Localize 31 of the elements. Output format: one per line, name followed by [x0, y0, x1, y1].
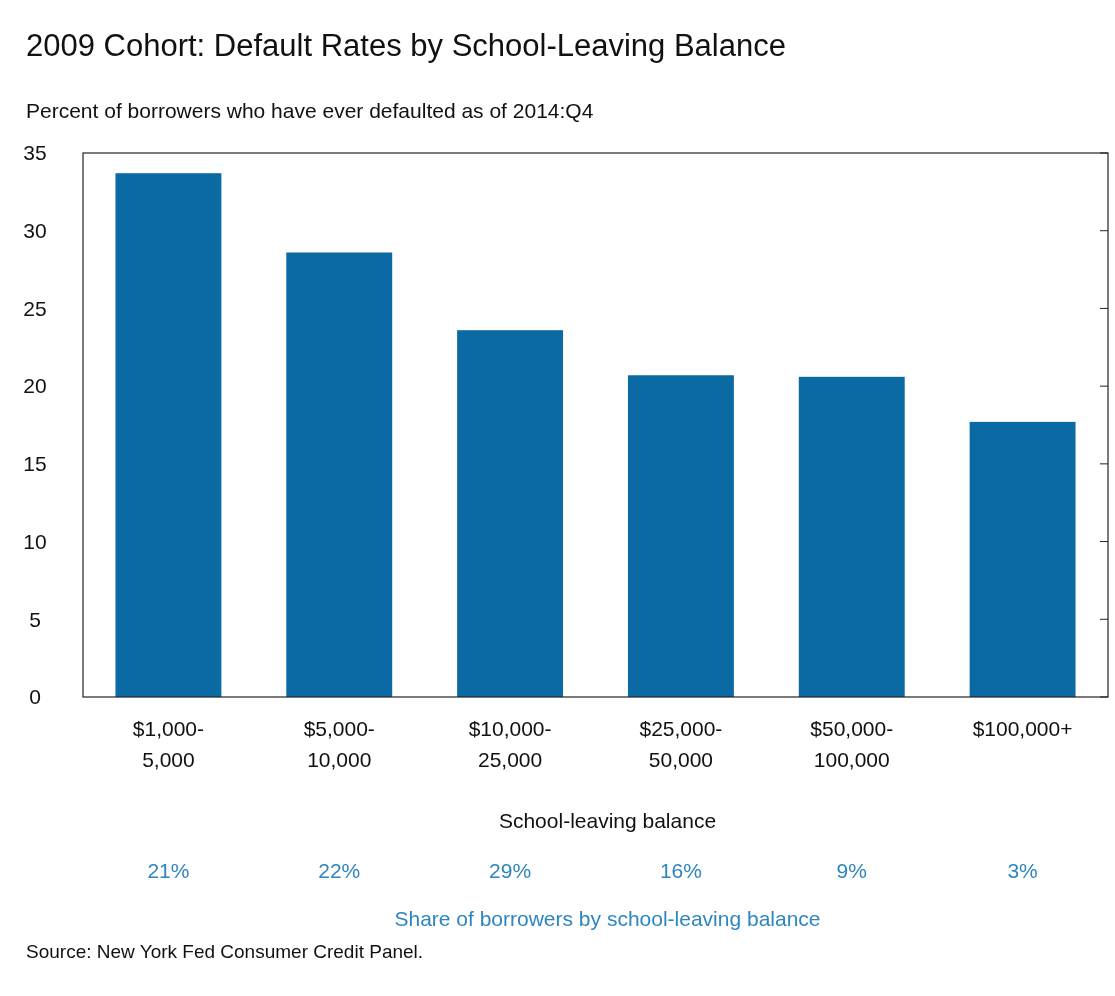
text: Share of borrowers by school-leaving balance [394, 907, 821, 930]
x-tick-label: $25,000-50,000 [639, 717, 723, 771]
chart-title: 2009 Cohort: Default Rates by School-Leaving Balance [26, 28, 786, 63]
x-tick-label: $10,000-25,000 [468, 717, 552, 771]
x-tick-label: $100,000+ [972, 717, 1073, 740]
bar [798, 376, 905, 697]
x-tick-label: $50,000-100,000 [810, 717, 894, 771]
y-tick-label: 10 [23, 529, 47, 553]
y-tick-label: 5 [29, 607, 41, 631]
x-axis-title: School-leaving balance [498, 809, 717, 832]
y-tick-label: 35 [23, 141, 47, 165]
text: 16% [659, 859, 702, 882]
text: 29% [489, 859, 532, 882]
source-note: Source: New York Fed Consumer Credit Panel. [26, 941, 424, 962]
x-tick-label: $5,000-10,000 [303, 717, 375, 771]
bar [286, 252, 393, 697]
text: 9% [836, 859, 867, 882]
text: 21% [147, 859, 190, 882]
y-tick-label: 15 [23, 452, 47, 476]
y-tick-label: 25 [23, 296, 47, 320]
y-tick-label: 20 [23, 374, 47, 398]
bar [969, 421, 1076, 697]
text: 3% [1007, 859, 1038, 882]
x-tick-label: $1,000-5,000 [132, 717, 205, 771]
y-tick-label: 30 [23, 219, 47, 243]
bar [115, 173, 222, 697]
y-tick-label: 0 [29, 685, 41, 709]
bar [627, 375, 734, 697]
text: 22% [318, 859, 361, 882]
bar [457, 330, 564, 697]
chart-subtitle: Percent of borrowers who have ever defaulted as of 2014:Q4 [26, 99, 594, 122]
